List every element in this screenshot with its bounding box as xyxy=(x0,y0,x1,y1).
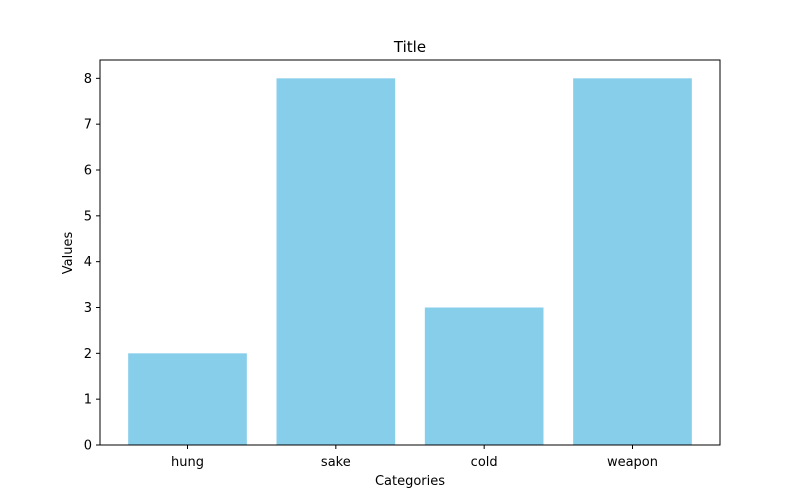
bar-cold xyxy=(424,307,544,445)
x-tick-label: sake xyxy=(321,455,351,470)
x-tick-label: cold xyxy=(471,455,498,470)
x-tick-label: weapon xyxy=(607,455,658,470)
y-tick-label: 5 xyxy=(84,209,92,224)
y-axis-ticks: 0 1 2 3 4 5 6 7 8 xyxy=(84,72,100,454)
bars-layer xyxy=(128,78,692,445)
bar-hung xyxy=(128,353,247,445)
x-axis-label: Categories xyxy=(375,474,445,489)
y-tick-label: 1 xyxy=(84,393,92,408)
plot-frame xyxy=(99,59,721,446)
y-tick-label: 8 xyxy=(84,72,92,87)
y-tick-label: 0 xyxy=(84,439,92,454)
y-tick-label: 2 xyxy=(84,347,92,362)
bar-sake xyxy=(276,78,396,445)
y-tick-label: 4 xyxy=(84,255,92,270)
y-tick-label: 7 xyxy=(84,118,92,133)
y-tick-label: 6 xyxy=(84,164,92,179)
x-axis-ticks: hung sake cold weapon xyxy=(171,445,658,470)
x-tick-label: hung xyxy=(171,455,204,470)
bar-weapon xyxy=(573,78,692,445)
y-axis-label: Values xyxy=(61,232,76,275)
chart-title: Title xyxy=(393,38,426,56)
y-tick-label: 3 xyxy=(84,301,92,316)
